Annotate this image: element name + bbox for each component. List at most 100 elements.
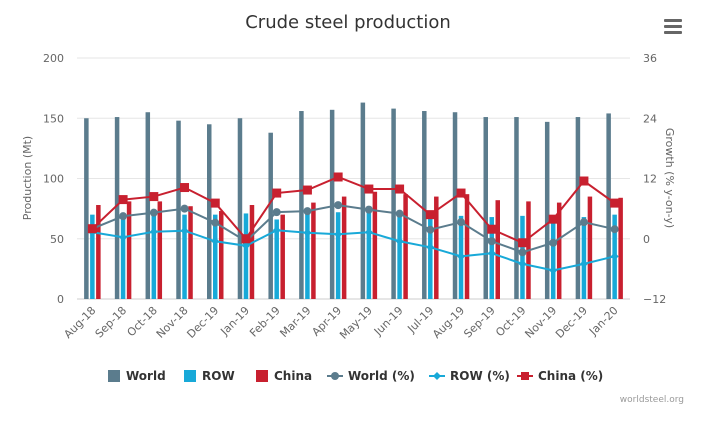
bar-world[interactable] [514,117,519,299]
bar-world[interactable] [544,121,550,300]
bar-world[interactable] [575,117,581,299]
bar-world[interactable] [145,112,151,299]
bar-row[interactable] [581,217,587,299]
point-world[interactable] [364,205,373,214]
point-row[interactable] [211,237,220,246]
point-world[interactable] [487,237,496,246]
point-row[interactable] [610,252,619,261]
legend-item-china[interactable]: China (%) [517,369,603,383]
bar-china[interactable] [464,194,470,299]
point-row[interactable] [395,237,404,246]
bar-row[interactable] [90,214,95,299]
point-china[interactable] [87,224,97,234]
point-world[interactable] [149,208,158,217]
point-row[interactable] [334,230,343,239]
point-row[interactable] [149,227,158,236]
point-china[interactable] [210,198,220,208]
bar-china[interactable] [556,202,562,299]
bar-world[interactable] [329,109,335,299]
bar-row[interactable] [550,218,556,299]
point-world[interactable] [579,218,588,227]
point-china[interactable] [333,172,343,182]
point-china[interactable] [241,234,251,244]
point-world[interactable] [518,248,527,257]
bar-china[interactable] [280,214,285,299]
point-china[interactable] [272,188,282,198]
bar-china[interactable] [311,202,316,299]
bar-row[interactable] [397,212,402,299]
point-row[interactable] [518,259,527,268]
bar-china[interactable] [618,197,623,299]
bar-world[interactable] [483,117,489,299]
bar-world[interactable] [391,108,396,299]
point-row[interactable] [119,233,128,242]
chart-menu-button[interactable] [662,16,684,38]
bar-row[interactable] [489,217,495,299]
bar-china[interactable] [434,196,439,299]
point-row[interactable] [426,243,435,252]
point-china[interactable] [425,210,435,220]
point-row[interactable] [579,259,588,268]
bar-world[interactable] [207,124,212,300]
bar-china[interactable] [126,201,132,299]
bar-world[interactable] [84,118,89,299]
point-world[interactable] [211,218,220,227]
point-china[interactable] [118,195,128,205]
legend-item-row[interactable]: ROW (%) [429,369,510,383]
point-row[interactable] [241,241,250,250]
credits-link[interactable]: worldsteel.org [620,395,684,405]
point-row[interactable] [457,252,466,261]
legend-item-world[interactable]: World [108,369,166,383]
legend-item-row[interactable]: ROW [184,369,235,383]
point-china[interactable] [364,184,374,194]
bar-china[interactable] [188,206,193,299]
bar-world[interactable] [422,111,427,300]
point-world[interactable] [395,209,404,218]
point-world[interactable] [426,225,435,234]
bar-china[interactable] [403,194,408,299]
point-world[interactable] [119,212,128,221]
point-row[interactable] [272,226,281,235]
point-china[interactable] [456,188,466,198]
bar-world[interactable] [114,117,120,299]
point-world[interactable] [334,201,343,210]
bar-row[interactable] [243,213,249,299]
bar-row[interactable] [120,215,126,299]
legend-item-world[interactable]: World (%) [327,369,415,383]
bar-china[interactable] [587,196,593,299]
point-china[interactable] [610,198,620,208]
bar-china[interactable] [249,205,255,299]
bar-row[interactable] [366,208,372,299]
point-china[interactable] [517,238,527,248]
point-world[interactable] [303,207,312,216]
bar-china[interactable] [372,191,378,299]
point-china[interactable] [579,176,589,186]
bar-china[interactable] [495,200,501,299]
bar-china[interactable] [219,211,224,299]
point-china[interactable] [487,224,497,234]
bar-china[interactable] [157,201,163,299]
bar-world[interactable] [606,113,611,300]
point-china[interactable] [180,183,190,193]
point-china[interactable] [302,185,312,195]
point-china[interactable] [548,214,558,224]
bar-row[interactable] [213,214,218,299]
bar-row[interactable] [182,214,187,299]
point-china[interactable] [395,184,405,194]
point-world[interactable] [180,204,189,213]
point-world[interactable] [457,218,466,227]
bar-row[interactable] [428,214,433,299]
bar-world[interactable] [360,102,366,300]
bar-china[interactable] [341,196,347,299]
bar-row[interactable] [274,219,279,299]
point-row[interactable] [303,228,312,237]
bar-china[interactable] [96,205,101,299]
point-row[interactable] [487,249,496,258]
bar-world[interactable] [299,111,304,300]
point-row[interactable] [180,226,189,235]
legend-item-china[interactable]: China [256,369,312,383]
point-world[interactable] [272,208,281,217]
bar-world[interactable] [268,132,273,299]
bar-row[interactable] [151,213,157,299]
bar-world[interactable] [452,112,458,299]
